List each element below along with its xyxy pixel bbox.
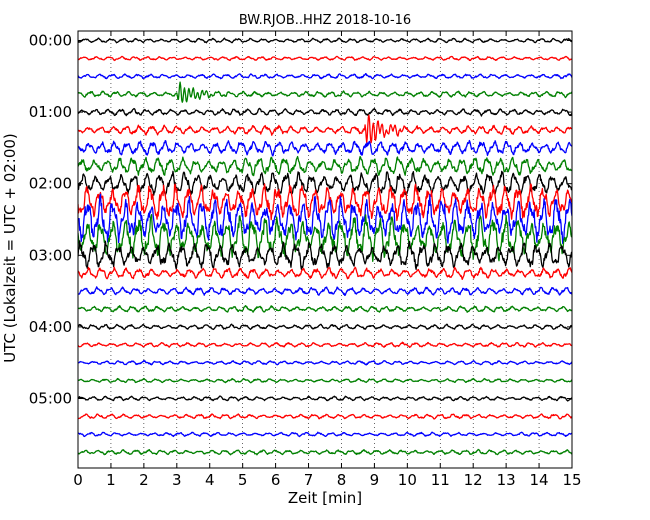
x-tick-label: 15: [562, 471, 581, 489]
trace-line-0345: [78, 305, 572, 313]
trace-line-0545: [78, 448, 572, 456]
x-tick-label: 2: [139, 471, 149, 489]
y-tick-label: 03:00: [29, 246, 72, 264]
grid-lines: [110, 31, 540, 468]
trace-line-0330: [78, 286, 572, 297]
trace-line-0045: [78, 81, 572, 103]
x-axis-label: Zeit [min]: [288, 489, 362, 507]
trace-line-0230: [78, 193, 572, 244]
trace-group: [78, 37, 572, 456]
trace-line-0530: [78, 431, 572, 438]
trace-line-0315: [78, 266, 572, 281]
x-tick-label: 1: [106, 471, 116, 489]
trace-line-0145: [78, 155, 572, 177]
x-tick-label: 14: [530, 471, 549, 489]
x-tick-label: 11: [431, 471, 450, 489]
trace-line-0300: [78, 240, 572, 270]
trace-line-0445: [78, 377, 572, 384]
y-axis: 00:00 01:00 02:00 03:00 04:00 05:00: [29, 32, 572, 408]
y-tick-label: 05:00: [29, 390, 72, 408]
y-axis-label: UTC (Lokalzeit = UTC + 02:00): [1, 133, 19, 363]
trace-line-0415: [78, 341, 572, 348]
x-tick-label: 12: [464, 471, 483, 489]
trace-line-0115: [78, 114, 572, 144]
y-tick-label: 02:00: [29, 175, 72, 193]
x-tick-label: 3: [172, 471, 182, 489]
trace-line-0200: [78, 170, 572, 197]
y-tick-label: 04:00: [29, 318, 72, 336]
trace-line-0100: [78, 107, 572, 117]
trace-line-0515: [78, 413, 572, 420]
trace-line-0400: [78, 323, 572, 331]
x-tick-label: 4: [205, 471, 215, 489]
trace-line-0500: [78, 395, 572, 402]
trace-line-0015: [78, 55, 572, 62]
x-tick-label: 7: [304, 471, 314, 489]
trace-line-0030: [78, 72, 572, 80]
trace-line-0245: [78, 214, 572, 262]
x-tick-label: 5: [238, 471, 248, 489]
y-tick-label: 00:00: [29, 32, 72, 50]
x-tick-label: 0: [73, 471, 83, 489]
x-tick-label: 6: [271, 471, 281, 489]
y-tick-label: 01:00: [29, 103, 72, 121]
x-tick-label: 8: [337, 471, 347, 489]
plot-frame: [77, 30, 573, 469]
x-tick-label: 13: [497, 471, 516, 489]
trace-line-0130: [78, 139, 572, 157]
trace-line-0430: [78, 359, 572, 366]
x-tick-label: 10: [398, 471, 417, 489]
x-axis: 0 1 2 3 4 5 6 7 8 9 10 11 12 13 14 15: [73, 31, 582, 489]
x-tick-label: 9: [370, 471, 380, 489]
chart-title: BW.RJOB..HHZ 2018-10-16: [239, 13, 411, 28]
trace-line-0215: [78, 183, 572, 222]
trace-line-0000: [78, 37, 572, 44]
